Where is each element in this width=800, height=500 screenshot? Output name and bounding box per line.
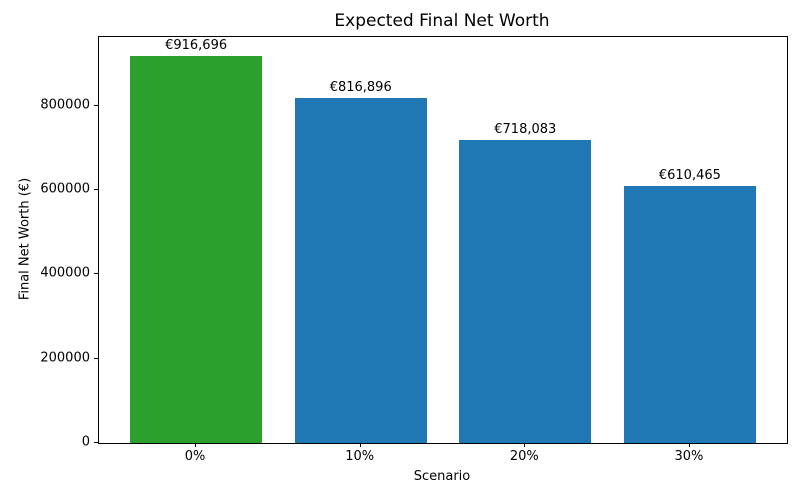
x-tick-label: 20% xyxy=(509,449,539,464)
bar-20% xyxy=(459,140,592,443)
bar-0% xyxy=(130,56,263,443)
y-tick-label: 0 xyxy=(81,434,90,450)
bar-value-label: €816,896 xyxy=(329,80,392,96)
y-tick-label: 200000 xyxy=(40,350,90,366)
y-tick-label: 800000 xyxy=(40,97,90,113)
x-tick-mark xyxy=(688,443,690,447)
x-tick-label: 30% xyxy=(674,449,704,464)
y-tick-mark xyxy=(94,104,98,106)
bar-30% xyxy=(623,185,756,443)
bar-value-label: €916,696 xyxy=(165,38,228,54)
x-tick-label: 10% xyxy=(345,449,375,464)
x-tick-mark xyxy=(359,443,361,447)
y-tick-mark xyxy=(94,188,98,190)
bar-value-label: €610,465 xyxy=(658,167,721,183)
x-tick-mark xyxy=(195,443,197,447)
y-tick-mark xyxy=(94,442,98,443)
y-tick-mark xyxy=(94,357,98,359)
y-tick-mark xyxy=(94,273,98,275)
y-axis-label: Final Net Worth (€) xyxy=(17,177,33,301)
plot-area: €916,696 €816,896 €718,083 €610,465 xyxy=(98,36,788,444)
bar-value-label: €718,083 xyxy=(494,122,557,138)
x-tick-label: 0% xyxy=(184,449,206,464)
x-tick-mark xyxy=(524,443,526,447)
chart-title: Expected Final Net Worth xyxy=(334,11,550,31)
bar-10% xyxy=(294,98,427,443)
y-tick-label: 400000 xyxy=(40,265,90,281)
x-axis-label: Scenario xyxy=(413,469,471,484)
y-tick-label: 600000 xyxy=(40,181,90,197)
